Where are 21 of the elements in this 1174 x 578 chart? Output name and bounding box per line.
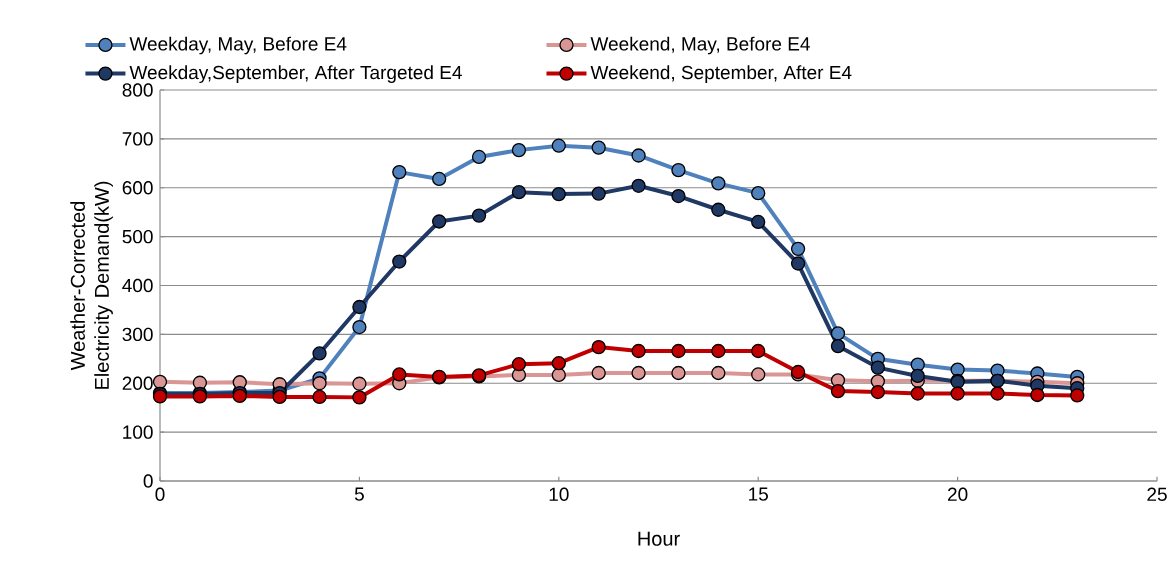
x-tick-label: 10 (549, 487, 569, 501)
x-tick-label: 0 (155, 487, 165, 501)
x-tick-label: 15 (749, 487, 768, 501)
x-tick-label: 5 (354, 487, 364, 501)
legend-label: Weekend, May, Before E4 (590, 36, 810, 55)
y-tick-label: 300 (122, 327, 153, 342)
y-tick-label: 600 (122, 181, 153, 195)
y-tick-label: 0 (143, 474, 153, 488)
y-tick-label: 400 (122, 278, 153, 293)
y-tick-label: 200 (122, 376, 153, 390)
y-tick-label: 800 (122, 83, 153, 97)
legend-label: Weekday,September, After Targeted E4 (129, 65, 462, 83)
x-axis-title: Hour (638, 531, 680, 546)
y-tick-label: 500 (122, 229, 153, 244)
legend-label: Weekend, September, After E4 (590, 65, 852, 83)
legend-label: Weekday, May, Before E4 (129, 36, 347, 55)
y-tick-label: 700 (122, 132, 153, 146)
x-tick-label: 25 (1147, 487, 1167, 501)
y-axis-title: Weather-Corrected Electricity Demand(kW) (70, 181, 113, 389)
x-tick-label: 20 (948, 487, 968, 501)
y-tick-label: 100 (123, 425, 153, 439)
